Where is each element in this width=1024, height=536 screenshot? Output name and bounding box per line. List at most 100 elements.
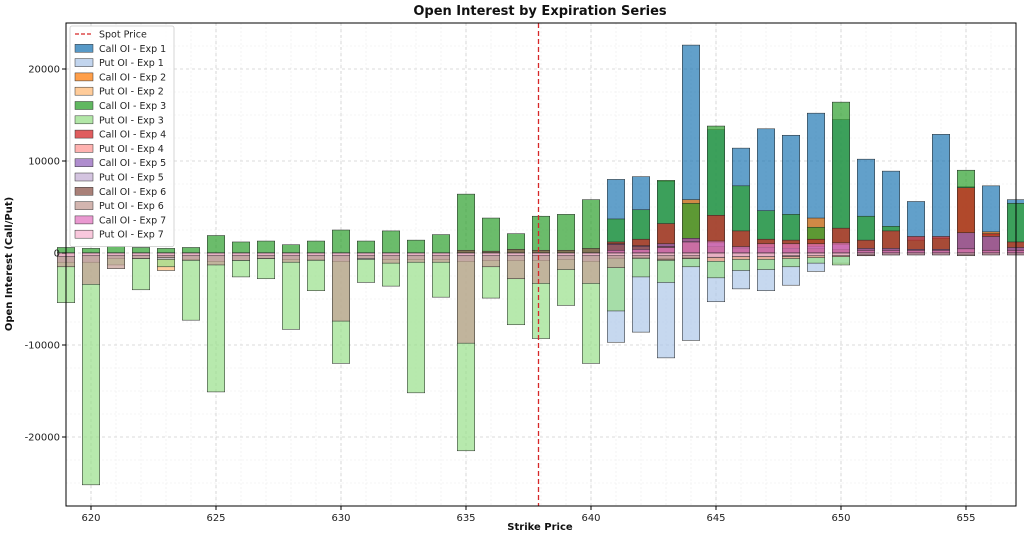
bar-put-exp7-strike-620: [82, 252, 100, 257]
bar-put-exp7-strike-641: [607, 252, 625, 257]
bar-put-exp7-strike-637: [507, 252, 525, 257]
bar-put-exp7-strike-651: [857, 252, 875, 256]
x-tick-label: 645: [706, 513, 725, 524]
bar-put-exp7-strike-640: [582, 252, 600, 257]
bar-put-exp7-strike-623: [157, 252, 175, 257]
legend-swatch: [74, 72, 94, 82]
bar-put-exp7-strike-631: [357, 252, 375, 257]
bar-put-exp7-strike-636: [482, 252, 500, 257]
legend-swatch: [74, 229, 94, 239]
bar-call-exp3-strike-632: [382, 230, 400, 254]
bar-call-exp3-strike-638: [532, 215, 550, 254]
bar-call-exp3-strike-636: [482, 217, 500, 254]
bar-call-exp7-strike-649: [807, 243, 825, 254]
bar-call-exp3-strike-639: [557, 214, 575, 254]
bar-call-exp7-strike-642: [632, 249, 650, 254]
bar-put-exp7-strike-638: [532, 252, 550, 257]
bar-call-exp6-strike-635: [457, 249, 475, 254]
bar-call-exp7-strike-656: [982, 249, 1000, 254]
bar-put-exp7-strike-630: [332, 252, 350, 257]
bar-put-exp7-strike-649: [807, 252, 825, 257]
bar-put-exp7-strike-648: [782, 252, 800, 257]
bar-put-exp6-strike-637: [507, 252, 525, 280]
legend: Spot Price Call OI - Exp 1 Put OI - Exp 1 C…: [69, 25, 175, 247]
legend-label: Put OI - Exp 4: [99, 144, 164, 155]
bar-call-exp6-strike-639: [557, 249, 575, 254]
bar-call-exp6-strike-638: [532, 249, 550, 254]
bar-call-exp6-strike-636: [482, 250, 500, 254]
bar-put-exp7-strike-633: [407, 252, 425, 257]
legend-label: Put OI - Exp 3: [99, 115, 164, 126]
bar-call-exp1-strike-654: [932, 134, 950, 254]
bar-put-exp7-strike-622: [132, 252, 150, 257]
x-tick-label: 620: [81, 513, 100, 524]
legend-swatch: [74, 129, 94, 139]
bars: [57, 44, 1024, 486]
bar-put-exp6-strike-635: [457, 252, 475, 344]
bar-call-exp7-strike-655: [957, 248, 975, 254]
bar-put-exp6-strike-638: [532, 252, 550, 284]
y-tick-label: 0: [54, 249, 60, 260]
bar-put-exp3-strike-620: [82, 252, 100, 486]
legend-label: Put OI - Exp 1: [99, 58, 164, 69]
y-tick-label: 20000: [28, 65, 60, 76]
legend-label: Call OI - Exp 7: [99, 215, 166, 226]
bar-put-exp7-strike-644: [682, 252, 700, 257]
bar-call-exp3-strike-630: [332, 229, 350, 254]
bar-put-exp7-strike-634: [432, 252, 450, 257]
bar-put-exp7-strike-652: [882, 252, 900, 256]
legend-label: Put OI - Exp 6: [99, 201, 164, 212]
x-tick-label: 650: [831, 513, 850, 524]
bar-call-exp7-strike-645: [707, 240, 725, 254]
bar-call-exp3-strike-622: [132, 247, 150, 254]
legend-swatch: [74, 86, 94, 96]
bar-put-exp6-strike-640: [582, 252, 600, 284]
legend-swatch: [74, 144, 94, 153]
legend-label: Put OI - Exp 2: [99, 87, 164, 98]
legend-label: Spot Price: [99, 30, 147, 41]
legend-swatch: [74, 44, 94, 53]
bar-put-exp7-strike-625: [207, 252, 225, 257]
bar-call-exp3-strike-627: [257, 240, 275, 254]
bar-put-exp7-strike-645: [707, 252, 725, 258]
plot-frame: [65, 22, 1017, 507]
legend-label: Call OI - Exp 1: [99, 44, 166, 55]
legend-swatch: [74, 58, 94, 67]
bar-put-exp6-strike-630: [332, 252, 350, 322]
bar-put-exp7-strike-653: [907, 252, 925, 256]
bar-put-exp7-strike-642: [632, 252, 650, 257]
legend-swatch: [74, 201, 94, 210]
bar-call-exp7-strike-650: [832, 242, 850, 254]
x-axis-label: Strike Price: [507, 522, 573, 533]
legend-box: [69, 25, 175, 247]
bar-call-exp6-strike-640: [582, 248, 600, 254]
bar-put-exp7-strike-624: [182, 252, 200, 257]
bar-put-exp3-strike-625: [207, 252, 225, 393]
bar-put-exp6-strike-620: [82, 252, 100, 285]
bar-call-exp7-strike-646: [732, 246, 750, 254]
legend-label: Call OI - Exp 2: [99, 72, 166, 83]
bar-put-exp3-strike-628: [282, 252, 300, 330]
bar-call-exp7-strike-653: [907, 249, 925, 254]
chart-title: Open Interest by Expiration Series: [413, 4, 667, 19]
bar-call-exp7-strike-652: [882, 249, 900, 254]
bar-put-exp7-strike-635: [457, 252, 475, 257]
bar-call-exp7-strike-654: [932, 249, 950, 254]
bar-call-exp3-strike-631: [357, 240, 375, 254]
bar-call-exp3-strike-635: [457, 193, 475, 254]
bar-call-exp7-strike-651: [857, 249, 875, 254]
bar-put-exp7-strike-647: [757, 252, 775, 257]
y-tick-label: 10000: [28, 157, 60, 168]
bar-put-exp7-strike-639: [557, 252, 575, 257]
legend-label: Call OI - Exp 5: [99, 158, 166, 169]
bar-put-exp7-strike-632: [382, 252, 400, 257]
legend-swatch: [74, 215, 94, 225]
legend-label: Put OI - Exp 7: [99, 230, 164, 241]
legend-swatch: [74, 115, 94, 125]
bar-call-exp7-strike-644: [682, 241, 700, 254]
bar-call-exp3-strike-640: [582, 199, 600, 254]
bar-call-exp3-strike-626: [232, 241, 250, 254]
bar-put-exp7-strike-621: [107, 252, 125, 257]
bar-put-exp7-strike-643: [657, 252, 675, 257]
